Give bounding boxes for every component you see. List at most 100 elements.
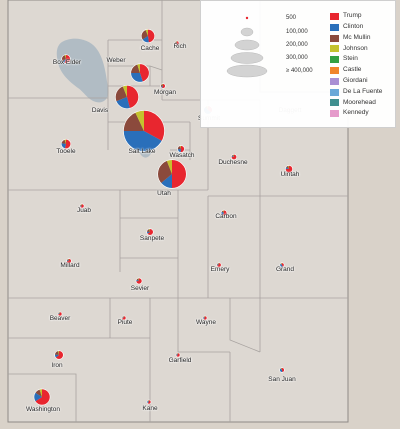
pie-slice-johnson <box>162 83 163 86</box>
county-label-duchesne: Duchesne <box>218 159 248 166</box>
pie-outline <box>285 165 293 173</box>
pie-slice-johnson <box>149 228 150 232</box>
legend-swatch <box>330 99 339 107</box>
pie-slice-mc-mullin <box>141 29 148 40</box>
county-label-weber: Weber <box>106 57 126 64</box>
pie-outline <box>61 54 71 64</box>
pie-davis[interactable] <box>115 85 139 109</box>
legend-item-mc-mullin: Mc Mullin <box>330 34 370 43</box>
pie-slice-trump <box>135 277 143 285</box>
pie-slice-trump <box>222 210 227 216</box>
pie-slice-mc-mullin <box>231 154 234 157</box>
pie-slice-johnson <box>122 85 127 97</box>
size-legend-label: 500 <box>286 15 297 21</box>
county-label-juab: Juab <box>76 207 92 214</box>
pie-outline <box>66 258 72 264</box>
pie-outline <box>157 159 187 189</box>
pie-garfield[interactable] <box>175 352 181 358</box>
pie-uintah[interactable] <box>285 165 293 173</box>
legend-swatch <box>330 67 339 74</box>
county-label-sanpete: Sanpete <box>139 235 165 242</box>
pie-slice-trump <box>55 350 64 360</box>
pie-san-juan[interactable] <box>279 367 285 373</box>
pie-slice-johnson <box>135 110 144 131</box>
pie-outline <box>174 40 180 46</box>
pie-tooele[interactable] <box>60 138 72 150</box>
pie-cache[interactable] <box>140 28 156 44</box>
pie-slice-mc-mullin <box>157 160 172 184</box>
pie-weber[interactable] <box>130 63 150 83</box>
pie-slice-clinton <box>122 316 124 318</box>
pie-slice-mc-mullin <box>54 350 59 355</box>
pie-kane[interactable] <box>146 399 152 405</box>
pie-slice-trump <box>180 145 185 153</box>
size-legend-label: 100,000 <box>286 29 308 35</box>
pie-piute[interactable] <box>121 315 127 321</box>
pie-slice-mc-mullin <box>280 262 282 265</box>
pie-slice-mc-mullin <box>61 139 66 144</box>
pie-slice-trump <box>231 154 237 160</box>
pie-sanpete[interactable] <box>146 228 154 236</box>
pie-washington[interactable] <box>33 388 51 406</box>
pie-outline <box>230 153 238 161</box>
pie-utah[interactable] <box>157 159 187 189</box>
legend-label: Castle <box>343 66 362 74</box>
legend-label: Stein <box>343 55 358 63</box>
pie-outline <box>79 203 85 209</box>
legend-label: Clinton <box>343 23 364 31</box>
pie-slice-johnson <box>39 388 42 397</box>
legend-item-stein: Stein <box>330 55 358 64</box>
pie-wasatch[interactable] <box>177 145 185 153</box>
pie-grand[interactable] <box>279 262 285 268</box>
pie-slice-trump <box>148 29 155 43</box>
legend-item-johnson: Johnson <box>330 44 368 53</box>
pie-slice-clinton <box>147 400 149 404</box>
size-legend-symbol <box>230 52 264 64</box>
pie-outline <box>160 83 166 89</box>
pie-slice-trump <box>176 353 180 358</box>
pie-rich[interactable] <box>174 40 180 46</box>
county-label-wayne: Wayne <box>196 319 216 326</box>
pie-slice-johnson <box>233 154 234 157</box>
pie-morgan[interactable] <box>160 83 166 89</box>
pie-emery[interactable] <box>216 262 222 268</box>
legend-swatch <box>330 88 339 96</box>
county-label-salt-lake: Salt Lake <box>128 148 156 155</box>
legend-item-castle: Castle <box>330 66 361 75</box>
pie-slice-johnson <box>138 277 139 281</box>
pie-duchesne[interactable] <box>230 153 238 161</box>
pie-outline <box>140 28 156 44</box>
county-label-tooele: Tooele <box>56 148 76 155</box>
county-label-grand: Grand <box>275 266 295 273</box>
pie-salt-lake[interactable] <box>123 110 165 152</box>
pie-carbon[interactable] <box>220 209 228 217</box>
pie-box-elder[interactable] <box>61 54 71 64</box>
pie-slice-trump <box>66 258 72 264</box>
pie-slice-johnson <box>145 29 148 36</box>
pie-iron[interactable] <box>54 350 64 360</box>
pie-slice-clinton <box>216 264 219 266</box>
pie-slice-clinton <box>123 131 162 152</box>
pie-slice-mc-mullin <box>115 86 127 102</box>
pie-outline <box>130 63 150 83</box>
pie-slice-trump <box>35 388 51 406</box>
pie-sevier[interactable] <box>135 277 143 285</box>
pie-slice-mc-mullin <box>146 228 150 232</box>
pie-slice-trump <box>64 54 71 64</box>
legend: 500 100,000 200,000 300,000 ≥ 400,000 Trump C… <box>200 0 396 128</box>
pie-millard[interactable] <box>66 258 72 264</box>
pie-juab[interactable] <box>79 203 85 209</box>
pie-outline <box>57 311 63 317</box>
pie-outline <box>279 262 285 268</box>
pie-slice-johnson <box>57 350 59 355</box>
pie-slice-clinton <box>61 143 66 149</box>
pie-beaver[interactable] <box>57 311 63 317</box>
pie-slice-trump <box>175 41 179 45</box>
pie-slice-clinton <box>221 211 224 216</box>
pie-slice-clinton <box>146 231 150 234</box>
county-label-sevier: Sevier <box>130 285 150 292</box>
pie-slice-trump <box>144 110 165 141</box>
pie-wayne[interactable] <box>202 315 208 321</box>
pie-slice-clinton <box>58 313 60 315</box>
legend-swatch <box>330 34 339 42</box>
